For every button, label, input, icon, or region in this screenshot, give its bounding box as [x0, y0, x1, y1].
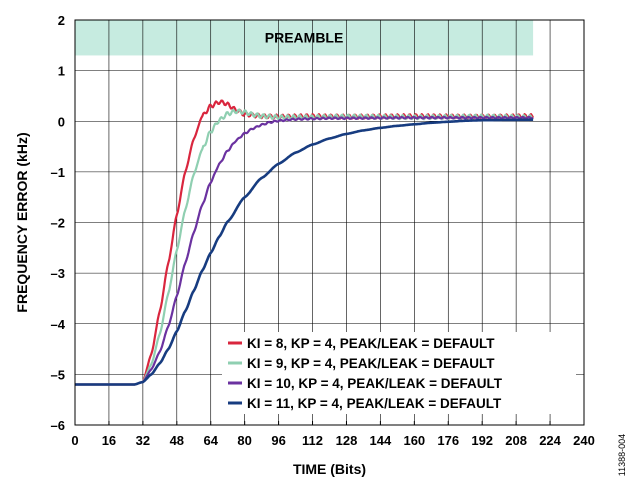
- y-tick-label: –1: [51, 165, 65, 180]
- y-tick-label: –5: [51, 367, 65, 382]
- series-line-4: [74, 118, 534, 386]
- y-tick-label: –4: [51, 317, 66, 332]
- y-axis-title: FREQUENCY ERROR (kHz): [14, 132, 30, 312]
- series-line-3: [74, 115, 534, 386]
- x-tick-label: 80: [237, 433, 251, 448]
- y-tick-label: 0: [58, 114, 65, 129]
- legend-label: KI = 8, KP = 4, PEAK/LEAK = DEFAULT: [247, 336, 495, 351]
- x-tick-label: 240: [573, 433, 595, 448]
- x-tick-label: 48: [170, 433, 184, 448]
- legend-label: KI = 11, KP = 4, PEAK/LEAK = DEFAULT: [247, 396, 502, 411]
- x-tick-label: 32: [136, 433, 150, 448]
- axis-ticks: 0 16 32 48 64 80 96 112 128 144 160 176 192 208 224 240…: [51, 13, 595, 448]
- legend: KI = 8, KP = 4, PEAK/LEAK = DEFAULT KI = …: [222, 332, 576, 414]
- y-tick-label: –2: [51, 216, 65, 231]
- x-tick-label: 96: [271, 433, 285, 448]
- x-tick-label: 176: [437, 433, 459, 448]
- x-tick-label: 128: [336, 433, 358, 448]
- y-tick-label: 1: [58, 64, 65, 79]
- x-tick-label: 16: [102, 433, 116, 448]
- x-tick-label: 144: [370, 433, 392, 448]
- preamble-band-layer: PREAMBLE: [75, 20, 534, 56]
- x-tick-label: 192: [471, 433, 493, 448]
- plot-frame: [74, 19, 585, 426]
- legend-label: KI = 9, KP = 4, PEAK/LEAK = DEFAULT: [247, 356, 495, 371]
- x-tick-label: 64: [203, 433, 218, 448]
- series-lines: [74, 99, 535, 386]
- figure-id: 11388-004: [617, 434, 627, 476]
- x-tick-label: 224: [539, 433, 561, 448]
- preamble-label: PREAMBLE: [265, 30, 344, 46]
- preamble-band: [75, 20, 534, 56]
- x-tick-label: 112: [302, 433, 323, 448]
- y-tick-label: –6: [51, 418, 65, 433]
- y-tick-label: –3: [51, 266, 65, 281]
- x-tick-label: 0: [71, 433, 78, 448]
- x-axis-title: TIME (Bits): [293, 461, 366, 477]
- y-tick-label: 2: [58, 13, 65, 28]
- legend-label: KI = 10, KP = 4, PEAK/LEAK = DEFAULT: [247, 376, 503, 391]
- legend-background: [222, 332, 576, 414]
- x-tick-label: 208: [505, 433, 527, 448]
- x-tick-label: 160: [403, 433, 425, 448]
